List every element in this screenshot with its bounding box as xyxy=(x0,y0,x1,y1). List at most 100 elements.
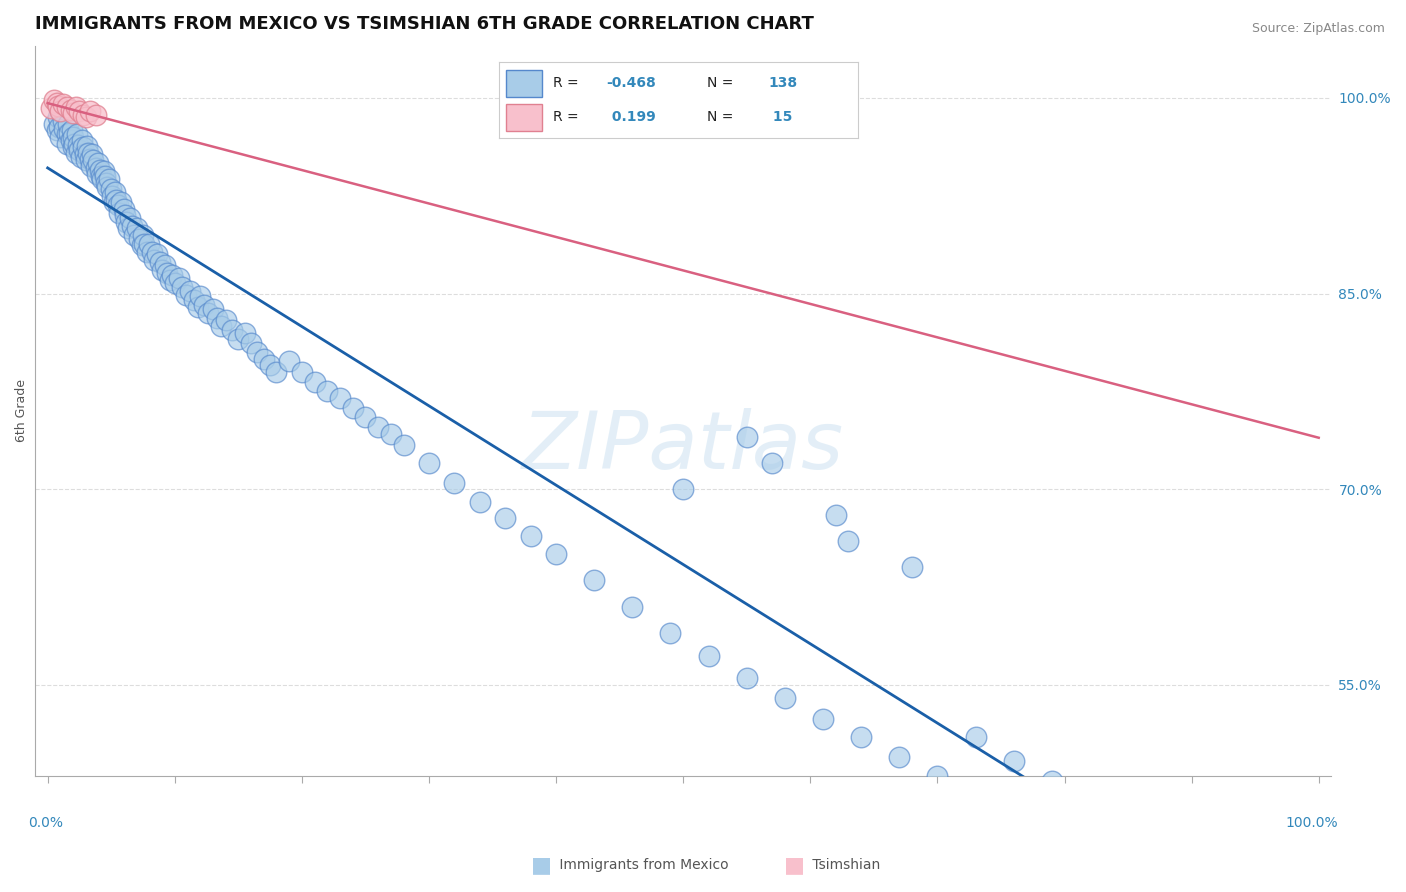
Text: 138: 138 xyxy=(768,77,797,90)
Point xyxy=(62,130,84,145)
Point xyxy=(128,232,150,246)
Point xyxy=(418,456,440,470)
Point xyxy=(291,365,314,379)
Point xyxy=(100,182,122,196)
Text: Immigrants from Mexico: Immigrants from Mexico xyxy=(555,858,728,872)
Point xyxy=(89,162,111,177)
Point xyxy=(187,300,209,314)
Text: Tsimshian: Tsimshian xyxy=(808,858,880,872)
Point xyxy=(849,730,872,744)
Point xyxy=(179,284,201,298)
Point xyxy=(122,227,145,242)
Point xyxy=(65,100,87,114)
Point xyxy=(59,132,82,146)
Point xyxy=(42,117,65,131)
Point xyxy=(108,205,131,219)
Point xyxy=(150,263,173,277)
Point xyxy=(48,120,70,134)
Point xyxy=(1270,879,1292,892)
Point xyxy=(55,128,77,142)
Point xyxy=(45,96,67,111)
Point xyxy=(159,273,181,287)
Point xyxy=(67,137,90,152)
Point xyxy=(519,529,541,543)
Point xyxy=(1116,811,1139,825)
Point xyxy=(67,143,90,157)
Point xyxy=(1194,847,1216,862)
Point xyxy=(79,152,101,166)
Point xyxy=(77,145,100,160)
Text: R =: R = xyxy=(553,77,583,90)
Point xyxy=(1078,795,1101,809)
Point xyxy=(889,749,911,764)
Point xyxy=(253,351,276,366)
Point xyxy=(69,149,91,163)
Point xyxy=(121,219,143,233)
Point xyxy=(138,236,160,251)
Point xyxy=(82,153,104,168)
Point xyxy=(53,122,76,136)
Point xyxy=(837,534,859,549)
Point xyxy=(167,271,190,285)
Point xyxy=(735,671,758,685)
Point xyxy=(58,126,80,140)
Point xyxy=(75,111,97,125)
Point xyxy=(367,419,389,434)
Point xyxy=(66,128,89,142)
Point xyxy=(141,244,163,259)
Point xyxy=(63,136,86,151)
Point xyxy=(46,111,69,125)
Point xyxy=(67,103,90,118)
Point xyxy=(56,117,79,131)
Point xyxy=(174,288,197,302)
Point xyxy=(72,140,94,154)
Point xyxy=(316,384,339,399)
Text: 100.0%: 100.0% xyxy=(1285,816,1339,830)
Point xyxy=(392,438,415,452)
Point xyxy=(49,103,72,118)
Point xyxy=(672,482,695,496)
Point xyxy=(49,130,72,145)
Point xyxy=(87,156,110,170)
Point xyxy=(72,108,94,122)
Point xyxy=(94,169,117,183)
Point xyxy=(927,769,949,783)
Point xyxy=(110,195,132,210)
Point xyxy=(172,280,194,294)
Point xyxy=(82,147,104,161)
Point xyxy=(824,508,846,523)
Point xyxy=(621,599,644,614)
Point xyxy=(901,560,924,574)
Point xyxy=(55,136,77,151)
Point xyxy=(259,358,281,372)
Point xyxy=(101,188,124,202)
Point xyxy=(761,456,783,470)
Point xyxy=(70,132,93,146)
Point xyxy=(188,289,211,303)
Point xyxy=(91,171,114,186)
Point xyxy=(41,101,63,115)
Point xyxy=(75,153,97,168)
Y-axis label: 6th Grade: 6th Grade xyxy=(15,379,28,442)
Point xyxy=(115,215,138,229)
Point xyxy=(583,574,606,588)
Point xyxy=(49,103,72,118)
Text: ■: ■ xyxy=(785,855,804,875)
Text: ZIPatlas: ZIPatlas xyxy=(522,409,844,486)
Point xyxy=(183,293,205,307)
Point xyxy=(697,649,720,664)
Point xyxy=(94,176,117,190)
Point xyxy=(125,221,148,235)
Point xyxy=(62,140,84,154)
Point xyxy=(45,123,67,137)
Point xyxy=(246,345,269,359)
Point xyxy=(55,100,77,114)
FancyBboxPatch shape xyxy=(506,70,543,96)
Point xyxy=(209,319,232,334)
Point xyxy=(201,302,224,317)
Text: 0.199: 0.199 xyxy=(607,111,655,124)
Point xyxy=(52,114,75,128)
Point xyxy=(103,195,125,210)
Text: 0.0%: 0.0% xyxy=(28,816,63,830)
Point xyxy=(546,548,568,562)
